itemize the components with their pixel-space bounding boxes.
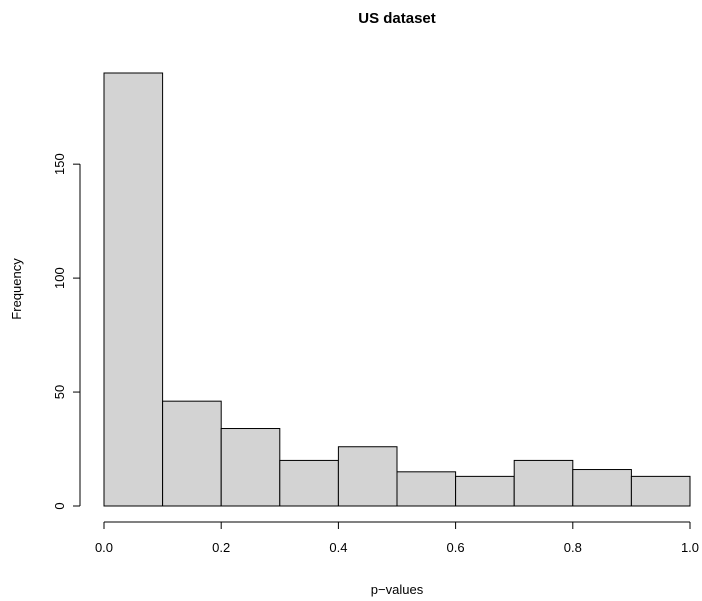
x-axis: 0.0 0.2 0.4 0.6 0.8 1.0 xyxy=(95,521,699,555)
x-tick-label: 1.0 xyxy=(681,540,699,555)
y-tick-label: 150 xyxy=(52,153,67,175)
x-tick-label: 0.4 xyxy=(329,540,347,555)
histogram-bar-0 xyxy=(103,72,164,507)
histogram-bar-9 xyxy=(630,475,691,507)
histogram-bar-8 xyxy=(572,469,632,507)
histogram-bar-4 xyxy=(337,446,398,507)
y-tick-label: 100 xyxy=(52,267,67,289)
bars-group xyxy=(103,72,691,507)
y-axis: 0 50 100 150 xyxy=(52,153,81,510)
histogram-bar-7 xyxy=(513,459,574,507)
chart-title: US dataset xyxy=(358,10,436,27)
y-tick-label: 50 xyxy=(52,385,67,399)
x-axis-label: p−values xyxy=(371,582,424,597)
x-tick-label: 0.6 xyxy=(447,540,465,555)
histogram-bar-6 xyxy=(455,475,515,507)
x-tick-label: 0.2 xyxy=(212,540,230,555)
y-axis-label: Frequency xyxy=(9,258,24,320)
histogram-bar-1 xyxy=(162,400,222,507)
x-tick-label: 0.8 xyxy=(564,540,582,555)
histogram-bar-5 xyxy=(396,471,457,507)
x-tick-label: 0.0 xyxy=(95,540,113,555)
histogram-bar-2 xyxy=(220,428,281,507)
y-tick-label: 0 xyxy=(52,502,67,509)
histogram-bar-3 xyxy=(279,459,339,507)
